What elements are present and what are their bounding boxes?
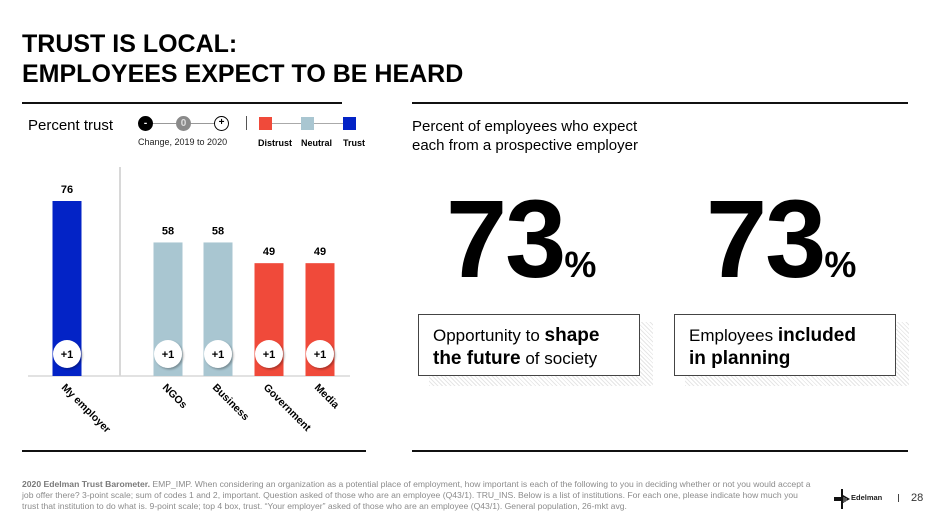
stats-subtitle-line-2: each from a prospective employer bbox=[412, 137, 638, 154]
footnote-source: 2020 Edelman Trust Barometer. bbox=[22, 479, 151, 489]
value-label-ngos: 58 bbox=[162, 225, 174, 237]
change-label-ngos: +1 bbox=[162, 349, 175, 361]
category-label-business: Business bbox=[210, 382, 252, 424]
value-label-media: 49 bbox=[314, 246, 326, 258]
legend-label-neutral: Neutral bbox=[301, 138, 333, 148]
category-label-media: Media bbox=[312, 382, 342, 412]
stats-subtitle-line-1: Percent of employees who expect bbox=[412, 118, 638, 135]
stat-unit: % bbox=[824, 244, 857, 285]
card-text-bold: in planning bbox=[689, 348, 791, 369]
change-marker-my-employer bbox=[53, 340, 81, 368]
edelman-logo: Edelman bbox=[834, 489, 894, 509]
value-label-my-employer: 76 bbox=[61, 184, 73, 196]
change-marker-business bbox=[204, 340, 232, 368]
page-number: 28 bbox=[911, 492, 924, 504]
card-text-bold: included bbox=[777, 325, 856, 346]
change-legend: - 0 + Change, 2019 to 2020 bbox=[136, 114, 236, 150]
edelman-logo-icon bbox=[834, 489, 850, 509]
legend-swatch-trust bbox=[343, 117, 356, 130]
legend-swatch-neutral bbox=[301, 117, 314, 130]
chart-heading: Percent trust bbox=[28, 117, 114, 134]
card-text-bold: the future bbox=[433, 348, 521, 369]
value-label-government: 49 bbox=[263, 246, 275, 258]
category-label-ngos: NGOs bbox=[160, 382, 190, 412]
category-label-my-employer: My employer bbox=[59, 382, 113, 436]
change-marker-government bbox=[255, 340, 283, 368]
card-text: Opportunity to bbox=[433, 326, 545, 345]
legend-label-trust: Trust bbox=[343, 138, 366, 148]
change-label-business: +1 bbox=[212, 349, 225, 361]
source-footnote: 2020 Edelman Trust Barometer. EMP_IMP. W… bbox=[22, 479, 812, 512]
right-top-rule bbox=[412, 102, 908, 104]
page-separator bbox=[898, 494, 899, 502]
change-marker-ngos bbox=[154, 340, 182, 368]
legend-separator bbox=[246, 116, 247, 130]
stats-subtitle: Percent of employees who expect each fro… bbox=[412, 117, 638, 155]
change-legend-caption: Change, 2019 to 2020 bbox=[138, 137, 228, 147]
change-plus-marker: + bbox=[214, 116, 229, 131]
footnote-text: EMP_IMP. When considering an organizatio… bbox=[22, 479, 811, 511]
title-line-1: TRUST IS LOCAL: bbox=[22, 30, 238, 58]
value-label-business: 58 bbox=[212, 225, 224, 237]
card-text-bold: shape bbox=[544, 325, 600, 346]
change-label-government: +1 bbox=[263, 349, 276, 361]
legend-swatch-distrust bbox=[259, 117, 272, 130]
stat-value-shape-future: 73% bbox=[446, 185, 596, 320]
card-text: of society bbox=[520, 349, 598, 368]
slide-title: TRUST IS LOCAL: EMPLOYEES EXPECT TO BE H… bbox=[22, 29, 463, 89]
change-minus-marker: - bbox=[138, 116, 153, 131]
right-bottom-rule bbox=[412, 450, 908, 452]
stat-card-shape-future: Opportunity to shape the future of socie… bbox=[418, 314, 640, 376]
left-top-rule bbox=[22, 102, 342, 104]
card-text: Employees bbox=[689, 326, 778, 345]
stat-card-included-planning: Employees included in planning bbox=[674, 314, 896, 376]
stat-number: 73 bbox=[706, 178, 826, 301]
legend-label-distrust: Distrust bbox=[258, 138, 293, 148]
stat-unit: % bbox=[564, 244, 597, 285]
category-label-government: Government bbox=[261, 382, 314, 435]
brand-name: Edelman bbox=[851, 493, 883, 502]
stat-number: 73 bbox=[446, 178, 566, 301]
change-label-media: +1 bbox=[314, 349, 327, 361]
change-marker-media bbox=[306, 340, 334, 368]
left-bottom-rule bbox=[22, 450, 366, 452]
title-line-2: EMPLOYEES EXPECT TO BE HEARD bbox=[22, 60, 464, 88]
stat-value-included-planning: 73% bbox=[706, 185, 856, 320]
trust-bar-chart: 76 +1 My employer 58 +1 NGOs 58 +1 Business 49 +1 G… bbox=[28, 167, 350, 436]
trust-legend: Distrust Neutral Trust bbox=[255, 114, 375, 150]
change-label-my-employer: +1 bbox=[61, 349, 74, 361]
change-zero-marker: 0 bbox=[176, 116, 191, 131]
